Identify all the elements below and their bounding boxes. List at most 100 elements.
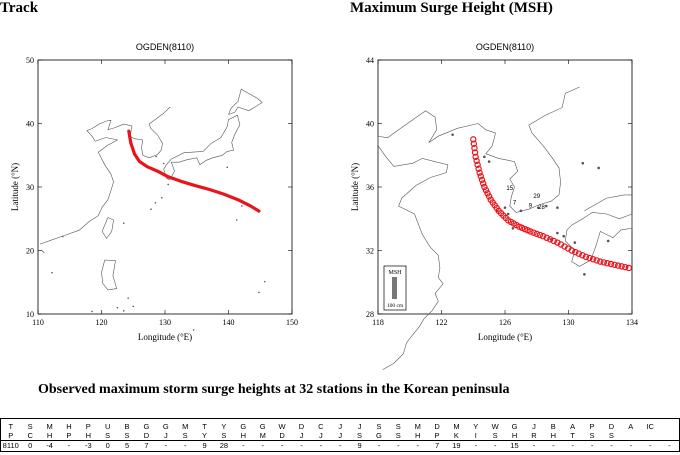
header-line-2: P bbox=[434, 431, 440, 440]
surge-marker bbox=[527, 228, 534, 235]
table-cell: - bbox=[524, 440, 544, 452]
coastline-path bbox=[584, 194, 632, 212]
header-line-2: S bbox=[124, 431, 130, 440]
header-line-2: H bbox=[85, 431, 92, 440]
island-dot bbox=[562, 234, 566, 238]
surge-marker bbox=[607, 260, 615, 268]
header-line-1: U bbox=[104, 422, 111, 431]
header-line-1: S bbox=[376, 422, 382, 431]
island-dot bbox=[154, 202, 157, 204]
island-dot bbox=[573, 241, 577, 244]
x-tick-label: 130 bbox=[159, 318, 171, 327]
island-dot bbox=[556, 231, 559, 235]
table-cell: 0 bbox=[20, 440, 40, 452]
island-dot bbox=[235, 219, 238, 221]
header-line-1: S bbox=[27, 422, 33, 431]
table-cell: - bbox=[311, 440, 331, 452]
table-cell: 7 bbox=[136, 440, 157, 452]
y-tick-label: 10 bbox=[26, 310, 34, 319]
island-dot bbox=[511, 226, 515, 230]
x-axis-label: Longitude (°E) bbox=[138, 332, 192, 342]
y-tick-label: 32 bbox=[366, 247, 374, 256]
island-dot bbox=[91, 310, 93, 313]
island-dot bbox=[122, 222, 125, 224]
island-dot bbox=[61, 235, 64, 238]
table-cell: - bbox=[466, 440, 486, 452]
table-cell: -4 bbox=[39, 440, 60, 452]
table-cell: 9 bbox=[194, 440, 215, 452]
header-line-1: G bbox=[162, 422, 169, 431]
header-line-2: H bbox=[414, 431, 421, 440]
x-tick-label: 126 bbox=[499, 318, 511, 327]
island-dot bbox=[122, 310, 125, 312]
surge-marker bbox=[478, 176, 486, 184]
surge-marker bbox=[575, 250, 583, 257]
observations-title: Observed maximum storm surge heights at … bbox=[38, 382, 510, 397]
surge-marker bbox=[597, 258, 604, 265]
x-axis-label: Longitude (°E) bbox=[478, 332, 532, 342]
header-line-1: G bbox=[259, 422, 266, 431]
header-line-1: IC bbox=[646, 422, 654, 431]
msh-legend-title: MSH bbox=[388, 270, 402, 276]
table-cell: - bbox=[601, 440, 622, 452]
island-dot bbox=[161, 196, 163, 199]
header-line-2: P bbox=[66, 431, 72, 440]
island-dot bbox=[483, 155, 486, 159]
table-cell: - bbox=[59, 440, 79, 452]
island-dot bbox=[606, 239, 610, 243]
header-line-1: G bbox=[511, 422, 518, 431]
msh-chart: OGDEN(8110) 118 122 126 130 134 28 32 36 40 44 Long… bbox=[340, 30, 680, 370]
table-cell: - bbox=[640, 440, 660, 452]
surge-marker bbox=[550, 237, 558, 245]
surge-marker bbox=[611, 261, 618, 268]
surge-marker bbox=[482, 186, 490, 194]
header-line-2: C bbox=[27, 431, 33, 440]
table-cell: - bbox=[485, 440, 505, 452]
island-dot bbox=[581, 161, 585, 165]
header-line-2: S bbox=[608, 431, 614, 440]
chart-title: OGDEN(8110) bbox=[476, 42, 534, 52]
island-dot bbox=[167, 183, 169, 186]
coastline-path bbox=[40, 249, 45, 254]
table-cell: - bbox=[563, 440, 583, 452]
header-line-1: W bbox=[278, 422, 286, 431]
island-dot bbox=[583, 273, 586, 276]
table-header-cell bbox=[659, 418, 680, 441]
table-cell: 5 bbox=[117, 440, 137, 452]
y-tick-label: 36 bbox=[366, 183, 374, 192]
surge-marker bbox=[625, 264, 633, 272]
table-cell: - bbox=[233, 440, 253, 452]
island-dot bbox=[537, 206, 540, 209]
header-line-1: D bbox=[434, 422, 440, 431]
header-line-1: A bbox=[628, 422, 634, 431]
header-line-1: B bbox=[124, 422, 130, 431]
header-line-1: D bbox=[298, 422, 305, 431]
table-cell: 9 bbox=[349, 440, 370, 452]
island-dot bbox=[503, 206, 507, 209]
table-cell: - bbox=[253, 440, 273, 452]
storm-track-line bbox=[127, 129, 261, 213]
island-dot bbox=[162, 162, 165, 165]
header-line-1: M bbox=[414, 422, 421, 431]
header-line-2: J bbox=[163, 431, 168, 440]
y-axis-label: Latitude (°N) bbox=[350, 163, 360, 211]
header-line-1: B bbox=[550, 422, 556, 431]
header-line-1: J bbox=[357, 422, 362, 431]
table-cell: -3 bbox=[78, 440, 98, 452]
header-line-2: J bbox=[299, 431, 304, 440]
plot-frame bbox=[37, 59, 293, 315]
